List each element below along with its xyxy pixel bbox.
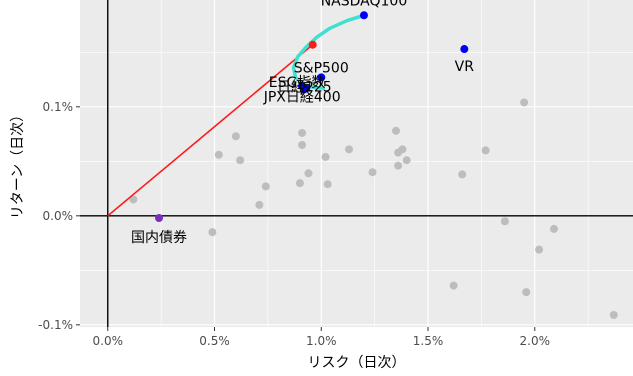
highlighted-asset-point xyxy=(460,45,469,54)
asset-point xyxy=(500,217,509,226)
asset-label: NASDAQ100 xyxy=(321,0,408,9)
asset-point xyxy=(535,245,544,254)
highlighted-assets-points xyxy=(155,11,469,222)
asset-label: 国内債券 xyxy=(131,230,187,246)
asset-point xyxy=(236,156,245,165)
asset-point xyxy=(402,156,411,165)
asset-point xyxy=(449,281,458,290)
asset-point xyxy=(298,140,307,149)
x-tick-label: 0.5% xyxy=(199,334,230,348)
asset-point xyxy=(261,182,270,191)
asset-point xyxy=(129,195,138,204)
highlighted-asset-point xyxy=(359,11,368,20)
tangent-point xyxy=(308,40,317,49)
asset-point xyxy=(392,126,400,135)
asset-label: ESG指数 xyxy=(269,75,326,91)
asset-point xyxy=(321,152,330,161)
reference-lines xyxy=(80,0,633,327)
y-axis-ticks: -0.1% 0.0% 0.1% xyxy=(38,100,80,332)
tangent-line xyxy=(107,44,314,217)
x-axis-title: リスク（日次） xyxy=(308,355,406,371)
y-tick-label: 0.0% xyxy=(43,209,74,223)
asset-point xyxy=(522,288,531,297)
highlighted-asset-point xyxy=(300,85,309,94)
asset-point xyxy=(255,200,264,209)
y-tick-label: -0.1% xyxy=(38,318,73,332)
asset-point xyxy=(394,161,403,170)
asset-point xyxy=(345,145,354,154)
x-axis-ticks: 0.0% 0.5% 1.0% 1.5% 2.0% xyxy=(93,327,551,348)
other-assets-points xyxy=(129,98,618,320)
x-tick-label: 0.0% xyxy=(93,334,124,348)
asset-label: JPX日経400 xyxy=(263,89,341,105)
x-tick-label: 2.0% xyxy=(520,334,551,348)
y-axis-title: リターン（日次） xyxy=(10,108,26,219)
asset-point xyxy=(458,170,467,179)
asset-point xyxy=(214,150,223,159)
asset-point xyxy=(295,179,304,188)
asset-point xyxy=(520,98,529,107)
asset-label: VR xyxy=(455,59,475,75)
asset-point xyxy=(323,180,332,189)
tangent-line-group xyxy=(107,44,314,217)
asset-label: 日経225 xyxy=(277,79,332,95)
asset-point xyxy=(231,132,240,141)
asset-label: S&P500 xyxy=(294,60,349,76)
x-tick-label: 1.0% xyxy=(306,334,337,348)
asset-point xyxy=(550,224,558,233)
asset-point xyxy=(298,128,307,137)
asset-point xyxy=(368,168,377,177)
plot-panel xyxy=(80,0,633,327)
y-tick-label: 0.1% xyxy=(43,100,74,114)
asset-point xyxy=(609,311,618,320)
highlighted-asset-point xyxy=(317,73,326,82)
highlighted-asset-point xyxy=(155,214,163,222)
asset-point xyxy=(481,146,490,155)
asset-point xyxy=(304,169,313,178)
asset-point xyxy=(208,228,217,237)
x-tick-label: 1.5% xyxy=(413,334,444,348)
asset-point xyxy=(398,145,407,154)
